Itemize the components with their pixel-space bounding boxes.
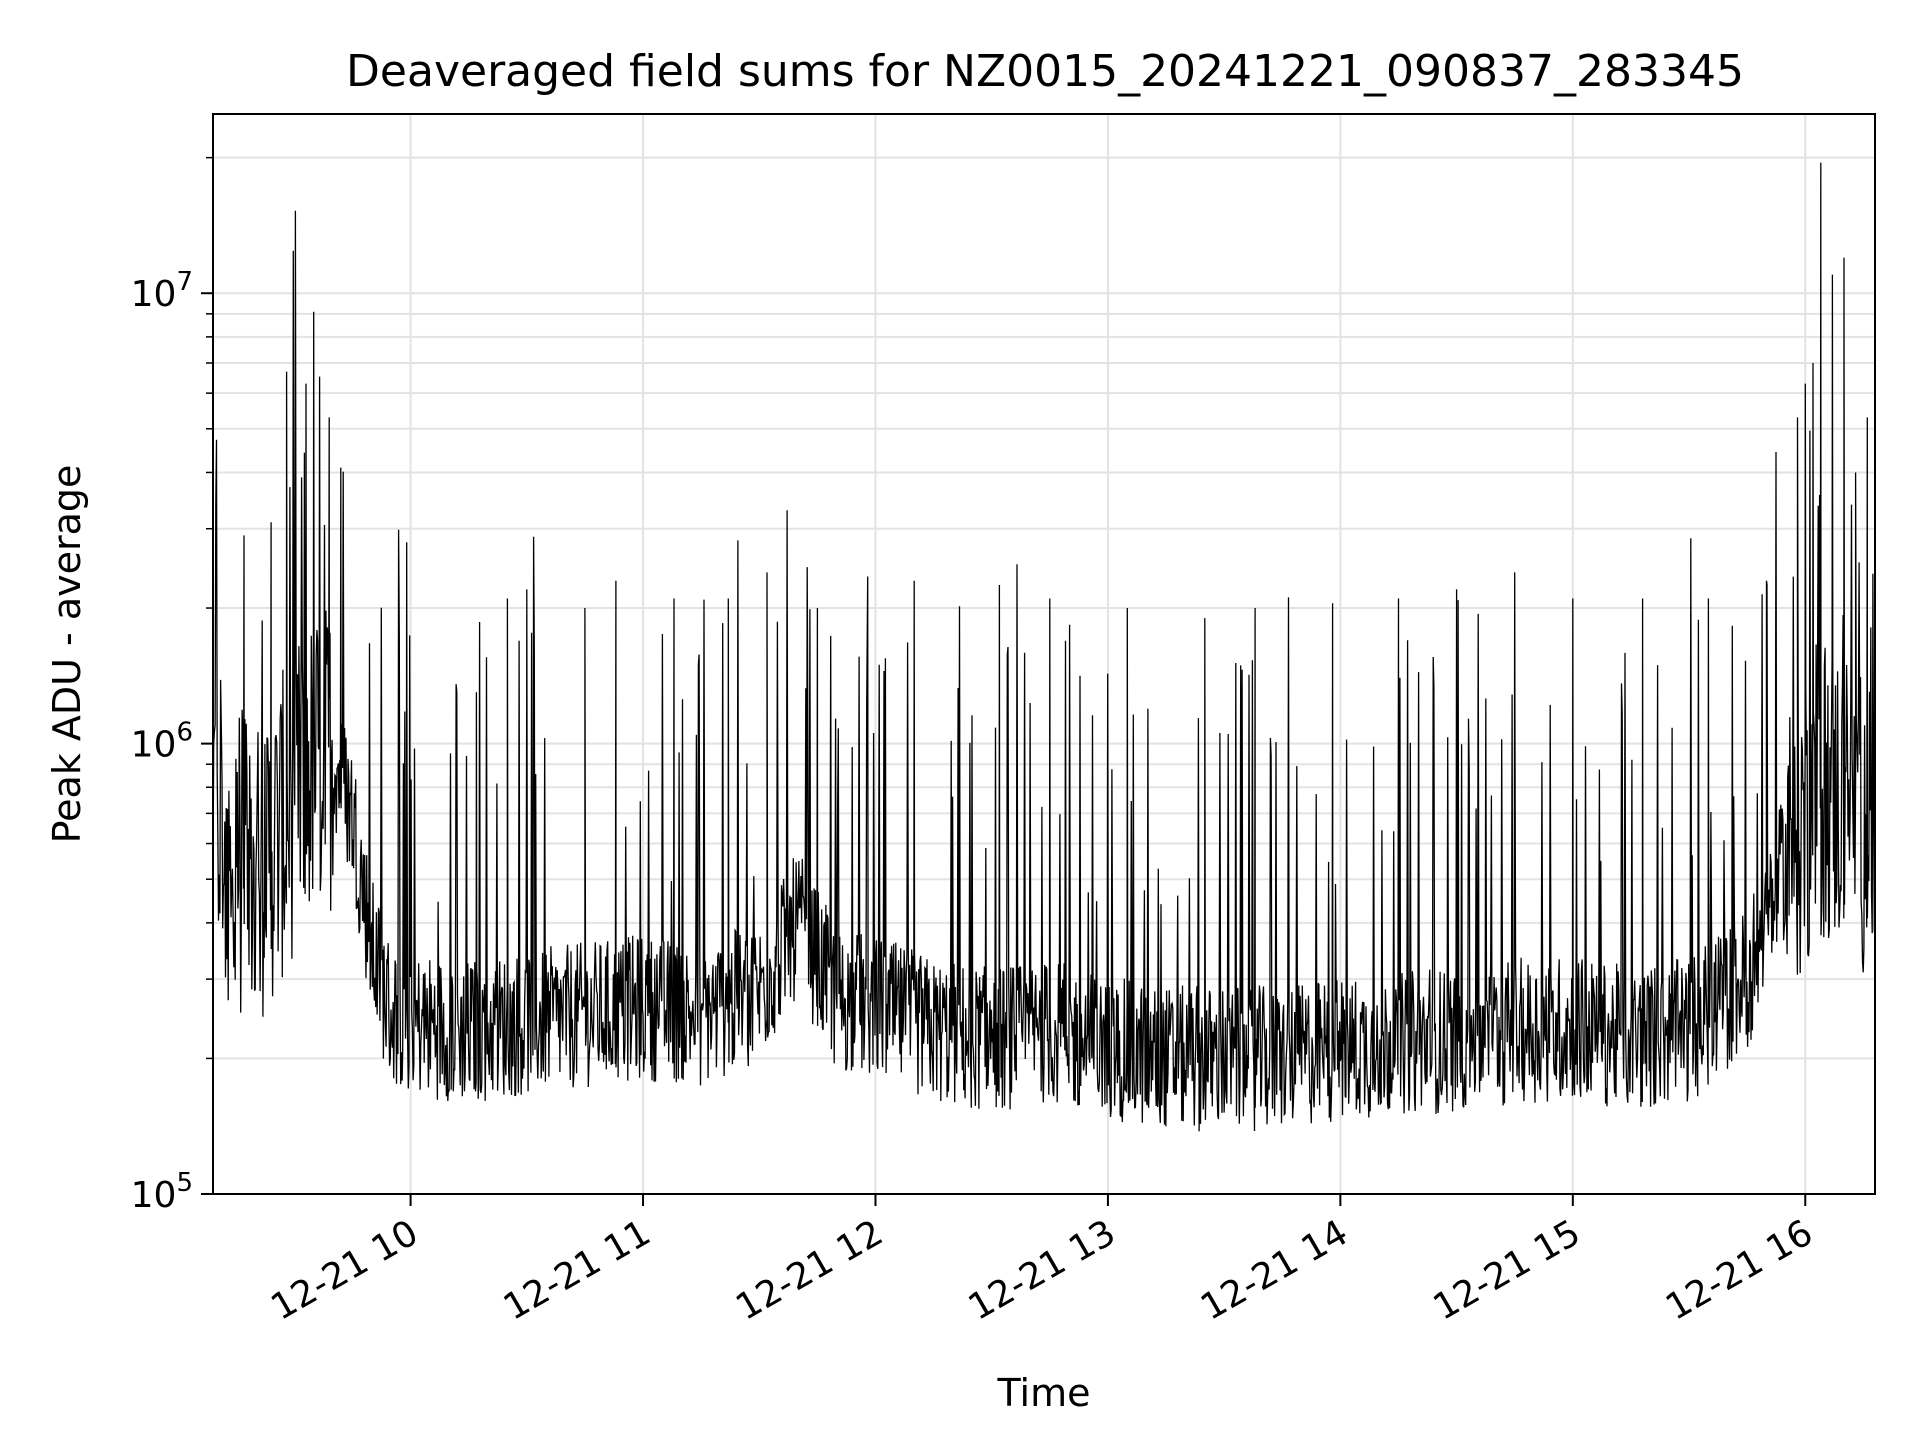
x-axis-label: Time: [997, 1371, 1091, 1415]
chart-title: Deaveraged field sums for NZ0015_2024122…: [346, 46, 1744, 97]
y-axis-label: Peak ADU - average: [45, 465, 89, 844]
plot-frame: [212, 113, 1876, 1195]
y-tick-label: 107: [131, 267, 193, 315]
grid: [213, 114, 1875, 1194]
series-layer: [212, 162, 1876, 1132]
y-tick-label: 106: [131, 718, 193, 766]
series-line: [212, 162, 1876, 1132]
y-tick-label: 105: [131, 1168, 193, 1216]
y-axis-ticks: 105 106 107: [131, 156, 213, 1216]
